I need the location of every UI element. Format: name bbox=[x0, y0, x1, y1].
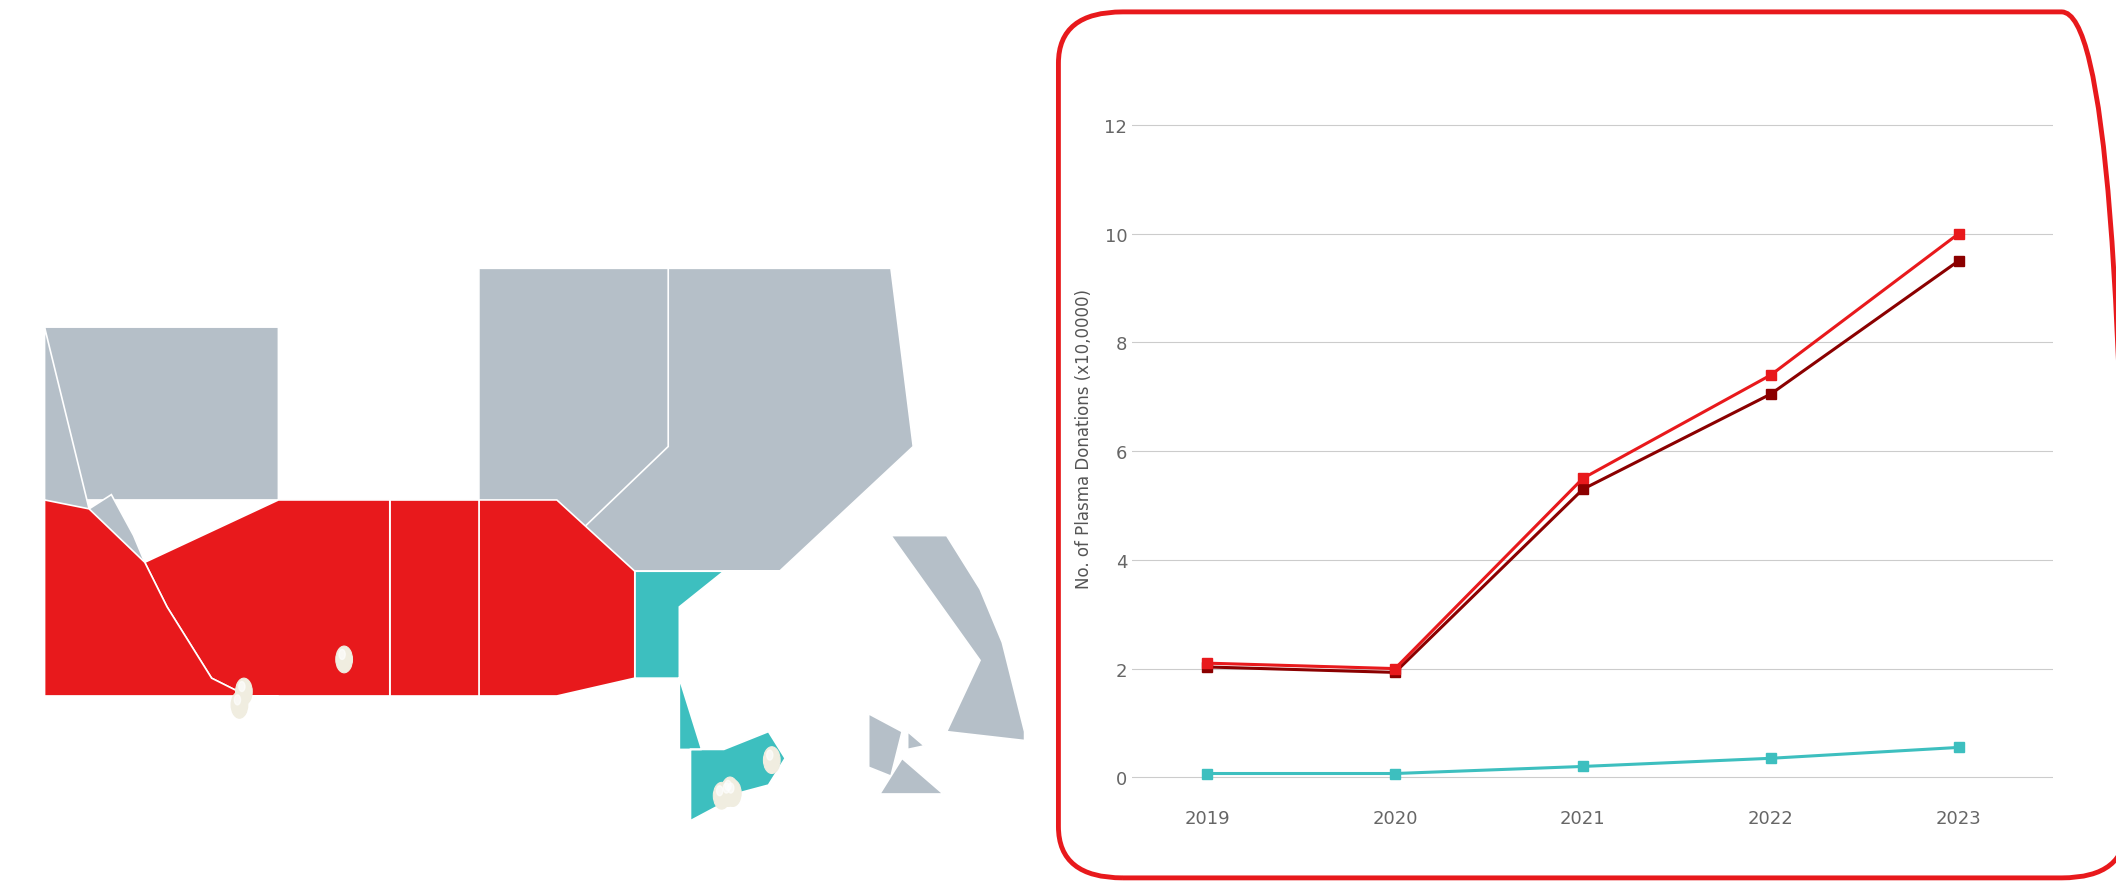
Repeat bbox=[1947, 257, 1972, 267]
First-Time bbox=[1382, 768, 1407, 779]
Polygon shape bbox=[891, 536, 1024, 741]
Polygon shape bbox=[880, 758, 944, 794]
Circle shape bbox=[336, 646, 353, 673]
Polygon shape bbox=[144, 501, 389, 696]
Polygon shape bbox=[635, 536, 980, 794]
Repeat bbox=[1196, 662, 1221, 672]
Circle shape bbox=[724, 783, 730, 793]
First-Time bbox=[1196, 768, 1221, 779]
Repeat bbox=[1758, 389, 1784, 400]
Repeat bbox=[1570, 485, 1595, 495]
Circle shape bbox=[235, 696, 241, 705]
Polygon shape bbox=[557, 571, 785, 821]
Circle shape bbox=[726, 780, 732, 790]
Repeat bbox=[1382, 667, 1407, 678]
Circle shape bbox=[722, 777, 738, 804]
Polygon shape bbox=[908, 732, 925, 749]
Total bbox=[1196, 658, 1221, 669]
Legend: Total, First-Time, Repeat: Total, First-Time, Repeat bbox=[1394, 888, 1790, 894]
Circle shape bbox=[717, 786, 724, 796]
First-Time bbox=[1947, 742, 1972, 753]
Polygon shape bbox=[389, 501, 478, 696]
Line: Repeat: Repeat bbox=[1202, 257, 1964, 678]
Circle shape bbox=[339, 650, 345, 660]
Circle shape bbox=[724, 780, 741, 806]
Total bbox=[1382, 663, 1407, 674]
Polygon shape bbox=[478, 269, 914, 571]
Polygon shape bbox=[44, 501, 279, 696]
Circle shape bbox=[235, 679, 252, 705]
Circle shape bbox=[728, 783, 734, 793]
Circle shape bbox=[239, 682, 245, 692]
Circle shape bbox=[231, 692, 248, 719]
Y-axis label: No. of Plasma Donations (x10,0000): No. of Plasma Donations (x10,0000) bbox=[1075, 288, 1094, 588]
Circle shape bbox=[764, 746, 781, 773]
First-Time bbox=[1758, 753, 1784, 763]
Polygon shape bbox=[44, 328, 144, 562]
Total bbox=[1570, 474, 1595, 485]
Polygon shape bbox=[478, 501, 635, 696]
Circle shape bbox=[713, 782, 730, 809]
Circle shape bbox=[719, 780, 736, 806]
Total bbox=[1947, 229, 1972, 240]
Line: Total: Total bbox=[1202, 230, 1964, 674]
Polygon shape bbox=[870, 714, 901, 776]
Polygon shape bbox=[44, 269, 669, 553]
Line: First-Time: First-Time bbox=[1202, 743, 1964, 779]
Circle shape bbox=[766, 750, 772, 760]
First-Time bbox=[1570, 761, 1595, 772]
Total bbox=[1758, 370, 1784, 381]
